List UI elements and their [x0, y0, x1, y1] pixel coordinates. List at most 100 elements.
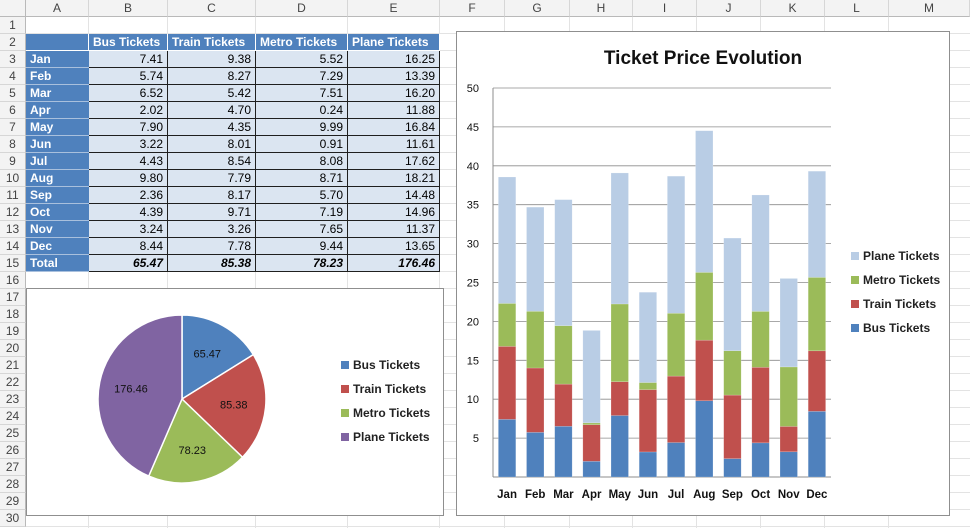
table-cell[interactable]: 7.79: [168, 170, 256, 187]
month-label[interactable]: Aug: [26, 170, 89, 187]
total-label[interactable]: Total: [26, 255, 89, 272]
table-cell[interactable]: 14.48: [348, 187, 440, 204]
row-header-5[interactable]: 5: [0, 85, 26, 102]
month-label[interactable]: Mar: [26, 85, 89, 102]
table-cell[interactable]: 13.65: [348, 238, 440, 255]
table-cell[interactable]: 9.80: [89, 170, 168, 187]
row-header-2[interactable]: 2: [0, 34, 26, 51]
month-label[interactable]: Feb: [26, 68, 89, 85]
column-header-A[interactable]: A: [26, 0, 89, 17]
row-header-4[interactable]: 4: [0, 68, 26, 85]
column-header-K[interactable]: K: [761, 0, 825, 17]
table-cell[interactable]: 2.36: [89, 187, 168, 204]
table-cell[interactable]: 11.88: [348, 102, 440, 119]
table-cell[interactable]: 9.71: [168, 204, 256, 221]
column-header-G[interactable]: G: [505, 0, 570, 17]
table-cell[interactable]: 7.19: [256, 204, 348, 221]
month-label[interactable]: Jan: [26, 51, 89, 68]
column-header-M[interactable]: M: [889, 0, 970, 17]
row-header-14[interactable]: 14: [0, 238, 26, 255]
table-header-corner[interactable]: [26, 34, 89, 51]
column-header-I[interactable]: I: [633, 0, 697, 17]
row-header-16[interactable]: 16: [0, 272, 26, 289]
column-header-D[interactable]: D: [256, 0, 348, 17]
table-cell[interactable]: 14.96: [348, 204, 440, 221]
column-header-B[interactable]: B: [89, 0, 168, 17]
row-header-18[interactable]: 18: [0, 306, 26, 323]
total-cell[interactable]: 65.47: [89, 255, 168, 272]
total-cell[interactable]: 78.23: [256, 255, 348, 272]
table-cell[interactable]: 11.37: [348, 221, 440, 238]
month-label[interactable]: Apr: [26, 102, 89, 119]
total-cell[interactable]: 176.46: [348, 255, 440, 272]
table-cell[interactable]: 4.70: [168, 102, 256, 119]
row-header-26[interactable]: 26: [0, 442, 26, 459]
table-cell[interactable]: 0.91: [256, 136, 348, 153]
table-cell[interactable]: 7.90: [89, 119, 168, 136]
row-header-29[interactable]: 29: [0, 493, 26, 510]
table-cell[interactable]: 3.22: [89, 136, 168, 153]
month-label[interactable]: Jun: [26, 136, 89, 153]
table-cell[interactable]: 7.78: [168, 238, 256, 255]
table-cell[interactable]: 9.44: [256, 238, 348, 255]
row-header-15[interactable]: 15: [0, 255, 26, 272]
month-label[interactable]: Nov: [26, 221, 89, 238]
table-cell[interactable]: 8.44: [89, 238, 168, 255]
row-header-6[interactable]: 6: [0, 102, 26, 119]
table-header[interactable]: Plane Tickets: [348, 34, 440, 51]
table-header[interactable]: Metro Tickets: [256, 34, 348, 51]
table-cell[interactable]: 5.42: [168, 85, 256, 102]
column-header-H[interactable]: H: [570, 0, 633, 17]
table-cell[interactable]: 8.54: [168, 153, 256, 170]
table-header[interactable]: Train Tickets: [168, 34, 256, 51]
table-cell[interactable]: 5.74: [89, 68, 168, 85]
row-header-11[interactable]: 11: [0, 187, 26, 204]
column-header-E[interactable]: E: [348, 0, 440, 17]
table-cell[interactable]: 7.41: [89, 51, 168, 68]
month-label[interactable]: May: [26, 119, 89, 136]
row-header-1[interactable]: 1: [0, 17, 26, 34]
row-header-28[interactable]: 28: [0, 476, 26, 493]
table-cell[interactable]: 4.43: [89, 153, 168, 170]
row-header-10[interactable]: 10: [0, 170, 26, 187]
month-label[interactable]: Sep: [26, 187, 89, 204]
column-header-C[interactable]: C: [168, 0, 256, 17]
row-header-30[interactable]: 30: [0, 510, 26, 527]
table-cell[interactable]: 8.71: [256, 170, 348, 187]
table-cell[interactable]: 5.52: [256, 51, 348, 68]
column-header-L[interactable]: L: [825, 0, 889, 17]
month-label[interactable]: Dec: [26, 238, 89, 255]
table-cell[interactable]: 0.24: [256, 102, 348, 119]
table-cell[interactable]: 6.52: [89, 85, 168, 102]
total-cell[interactable]: 85.38: [168, 255, 256, 272]
table-cell[interactable]: 4.35: [168, 119, 256, 136]
table-cell[interactable]: 4.39: [89, 204, 168, 221]
bar-chart[interactable]: Ticket Price Evolution 5 10 15 20 25 30 35 40 45…: [456, 31, 950, 516]
table-cell[interactable]: 16.84: [348, 119, 440, 136]
table-cell[interactable]: 9.99: [256, 119, 348, 136]
row-header-7[interactable]: 7: [0, 119, 26, 136]
row-header-17[interactable]: 17: [0, 289, 26, 306]
table-cell[interactable]: 16.25: [348, 51, 440, 68]
row-header-25[interactable]: 25: [0, 425, 26, 442]
table-cell[interactable]: 7.65: [256, 221, 348, 238]
table-cell[interactable]: 7.29: [256, 68, 348, 85]
table-cell[interactable]: 7.51: [256, 85, 348, 102]
column-header-J[interactable]: J: [697, 0, 761, 17]
table-header[interactable]: Bus Tickets: [89, 34, 168, 51]
row-header-12[interactable]: 12: [0, 204, 26, 221]
row-header-27[interactable]: 27: [0, 459, 26, 476]
table-cell[interactable]: 11.61: [348, 136, 440, 153]
table-cell[interactable]: 13.39: [348, 68, 440, 85]
table-cell[interactable]: 3.24: [89, 221, 168, 238]
row-header-22[interactable]: 22: [0, 374, 26, 391]
table-cell[interactable]: 17.62: [348, 153, 440, 170]
row-header-19[interactable]: 19: [0, 323, 26, 340]
column-header-F[interactable]: F: [440, 0, 505, 17]
table-cell[interactable]: 16.20: [348, 85, 440, 102]
month-label[interactable]: Oct: [26, 204, 89, 221]
row-header-24[interactable]: 24: [0, 408, 26, 425]
pie-chart[interactable]: 65.47 85.38 78.23 176.46 Bus Tickets Train T…: [26, 288, 444, 516]
row-header-8[interactable]: 8: [0, 136, 26, 153]
